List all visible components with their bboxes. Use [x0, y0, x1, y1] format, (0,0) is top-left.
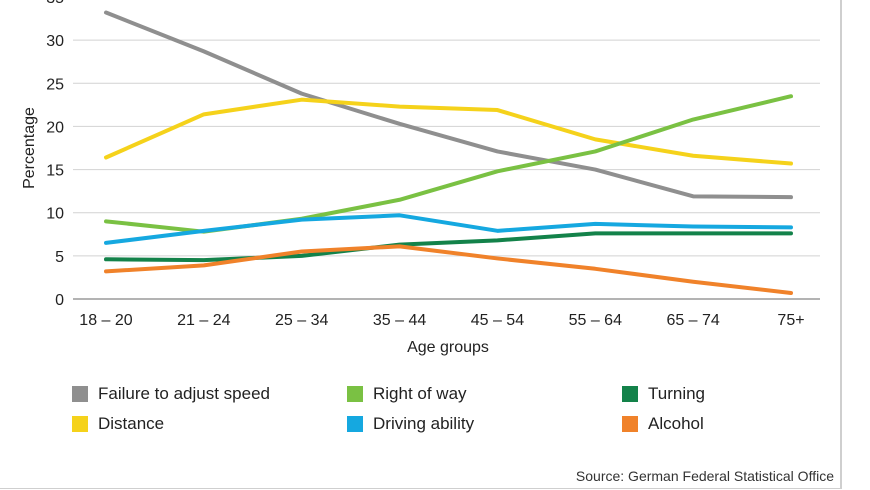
y-tick-label: 10 — [46, 206, 64, 223]
y-tick-label: 30 — [46, 33, 64, 50]
series-line-failure-to-adjust-speed — [104, 10, 793, 200]
legend-swatch — [72, 386, 88, 402]
legend-label: Failure to adjust speed — [98, 384, 270, 403]
legend-swatch — [72, 416, 88, 432]
legend-item-alcohol: Alcohol — [622, 414, 704, 434]
legend-label: Turning — [648, 384, 706, 403]
x-tick-label: 65 – 74 — [666, 312, 719, 329]
x-tick-label: 35 – 44 — [373, 312, 426, 329]
y-axis-title: Percentage — [21, 107, 38, 189]
series-line-alcohol — [104, 244, 793, 295]
y-tick-label: 35 — [46, 0, 64, 7]
legend-swatch — [347, 386, 363, 402]
legend-item-distance: Distance — [72, 414, 164, 434]
legend-item-turning: Turning — [622, 384, 705, 404]
legend-swatch — [622, 416, 638, 432]
x-tick-label: 21 – 24 — [177, 312, 230, 329]
y-tick-label: 25 — [46, 76, 64, 93]
legend-item-right-of-way: Right of way — [347, 384, 467, 404]
series-line-driving-ability — [104, 213, 793, 245]
x-tick-label: 75+ — [777, 312, 804, 329]
x-tick-label: 25 – 34 — [275, 312, 328, 329]
x-tick-label: 18 – 20 — [79, 312, 132, 329]
legend-label: Distance — [98, 414, 165, 433]
legend-label: Alcohol — [648, 414, 704, 433]
y-tick-label: 0 — [55, 292, 64, 309]
legend-swatch — [347, 416, 363, 432]
legend-item-failure-to-adjust-speed: Failure to adjust speed — [72, 384, 270, 404]
source-note: Source: German Federal Statistical Offic… — [575, 468, 834, 484]
x-tick-label: 45 – 54 — [471, 312, 524, 329]
chart-frame — [0, 0, 842, 489]
y-tick-label: 15 — [46, 163, 64, 180]
series-line-turning — [104, 231, 793, 263]
series-line-distance — [104, 97, 793, 166]
x-axis-title: Age groups — [407, 339, 489, 356]
legend-item-driving-ability: Driving ability — [347, 414, 474, 434]
y-tick-label: 20 — [46, 119, 64, 136]
x-tick-label: 55 – 64 — [569, 312, 622, 329]
line-chart: 0 5 10 15 20 25 30 35 18 – 20 21 – 24 25 – 34 35 – … — [21, 0, 820, 356]
legend-label: Driving ability — [373, 414, 475, 433]
series-line-right-of-way — [104, 94, 793, 234]
legend-swatch — [622, 386, 638, 402]
legend-label: Right of way — [373, 384, 467, 403]
y-tick-label: 5 — [55, 249, 64, 266]
